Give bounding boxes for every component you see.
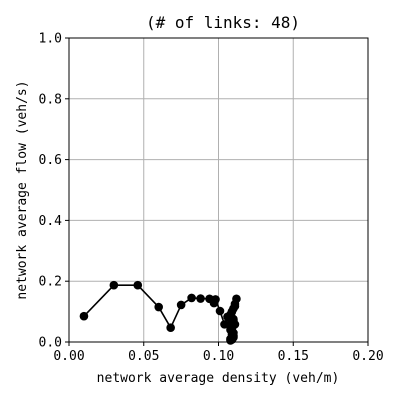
y-tick-label: 0.6 [39, 153, 62, 168]
x-tick-label: 0.20 [352, 349, 383, 364]
data-point [196, 294, 205, 303]
data-point [230, 301, 240, 311]
x-axis-label: network average density (veh/m) [97, 371, 340, 386]
data-point [133, 280, 143, 290]
y-tick-label: 0.4 [39, 214, 63, 229]
data-point [79, 311, 89, 321]
data-point [215, 306, 225, 316]
data-point [226, 319, 235, 329]
x-tick-label: 0.10 [203, 349, 234, 364]
data-point [154, 302, 163, 312]
y-tick-label: 0.2 [39, 275, 62, 290]
data-point [227, 335, 237, 344]
data-point [176, 300, 186, 310]
data-point [187, 293, 196, 303]
data-point [109, 280, 119, 290]
data-point [211, 295, 220, 304]
x-tick-label: 0.05 [128, 349, 159, 364]
chart-title: (# of links: 48) [146, 13, 300, 32]
y-tick-label: 1.0 [39, 32, 62, 47]
y-tick-label: 0.0 [39, 336, 62, 351]
x-tick-label: 0.00 [53, 349, 84, 364]
y-tick-label: 0.8 [39, 92, 62, 107]
y-axis-label: network average flow (veh/s) [15, 80, 30, 299]
x-tick-label: 0.15 [278, 349, 309, 364]
data-point [232, 294, 241, 304]
data-point [166, 323, 175, 333]
axis-ticks: 0.00 0.05 0.10 0.15 0.20 0.0 0.2 0.4 0.6 0.8 1.0 [39, 32, 384, 365]
